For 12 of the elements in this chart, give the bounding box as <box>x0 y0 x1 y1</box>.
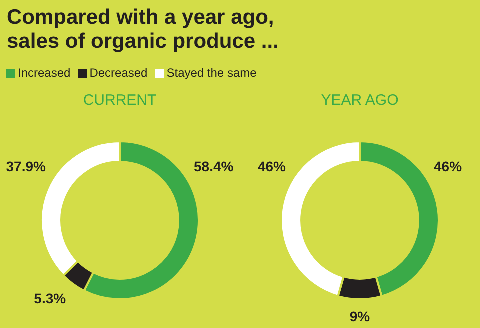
text: CURRENT <box>82 92 158 109</box>
legend-label: Stayed the same <box>166 66 257 80</box>
chart-title: Compared with a year ago, sales of organic produce ... <box>7 6 280 54</box>
data-label: 5.3% <box>34 290 67 307</box>
data-label: 9% <box>350 308 371 324</box>
legend-label: Increased <box>17 66 71 80</box>
legend-label: Decreased <box>88 66 148 80</box>
data-label: 58.4% <box>194 158 234 174</box>
data-label: 46% <box>258 158 287 174</box>
chart-subtitle: YEAR AGO <box>320 92 400 109</box>
data-label: 37.9% <box>6 158 47 174</box>
data-label: 46% <box>434 158 463 174</box>
